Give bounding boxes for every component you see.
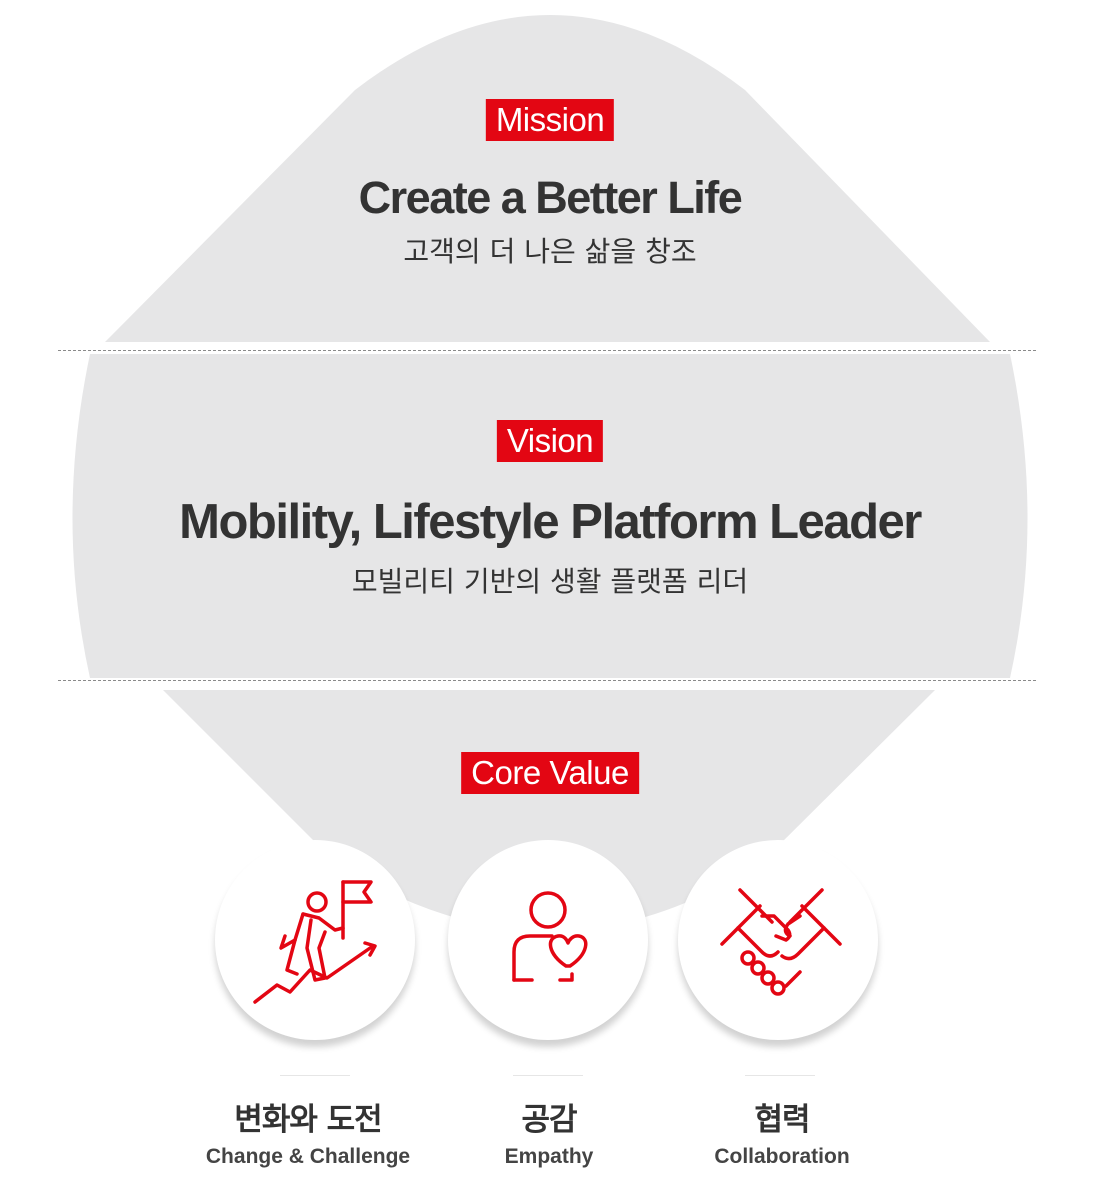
value-label-ko-change: 변화와 도전 <box>234 1102 382 1138</box>
value-circle-change <box>215 840 415 1040</box>
vision-shape <box>72 354 1028 678</box>
core-value-tag: Core Value <box>461 752 639 794</box>
vision-subtitle: 모빌리티 기반의 생활 플랫폼 리더 <box>351 565 749 598</box>
value-underline-change <box>280 1075 350 1076</box>
divider-vision-core <box>58 680 1036 681</box>
handshake-icon <box>720 888 842 996</box>
climbing-flag-icon <box>253 880 377 1004</box>
value-circle-empathy <box>448 840 648 1040</box>
vision-tag: Vision <box>496 420 604 462</box>
value-label-en-empathy: Empathy <box>504 1145 594 1168</box>
mission-shape <box>105 15 990 342</box>
value-underline-empathy <box>513 1075 583 1076</box>
vision-title: Mobility, Lifestyle Platform Leader <box>179 495 922 549</box>
divider-mission-vision <box>58 350 1036 351</box>
mission-title: Create a Better Life <box>358 172 743 223</box>
person-heart-icon <box>512 891 588 982</box>
value-label-ko-collaboration: 협력 <box>754 1102 810 1138</box>
value-label-en-change: Change & Challenge <box>205 1145 411 1168</box>
value-circle-collaboration <box>678 840 878 1040</box>
value-underline-collaboration <box>745 1075 815 1076</box>
value-label-ko-empathy: 공감 <box>521 1102 577 1138</box>
mission-tag: Mission <box>485 99 615 141</box>
mission-subtitle: 고객의 더 나은 삶을 창조 <box>403 235 697 268</box>
value-label-en-collaboration: Collaboration <box>714 1145 850 1168</box>
